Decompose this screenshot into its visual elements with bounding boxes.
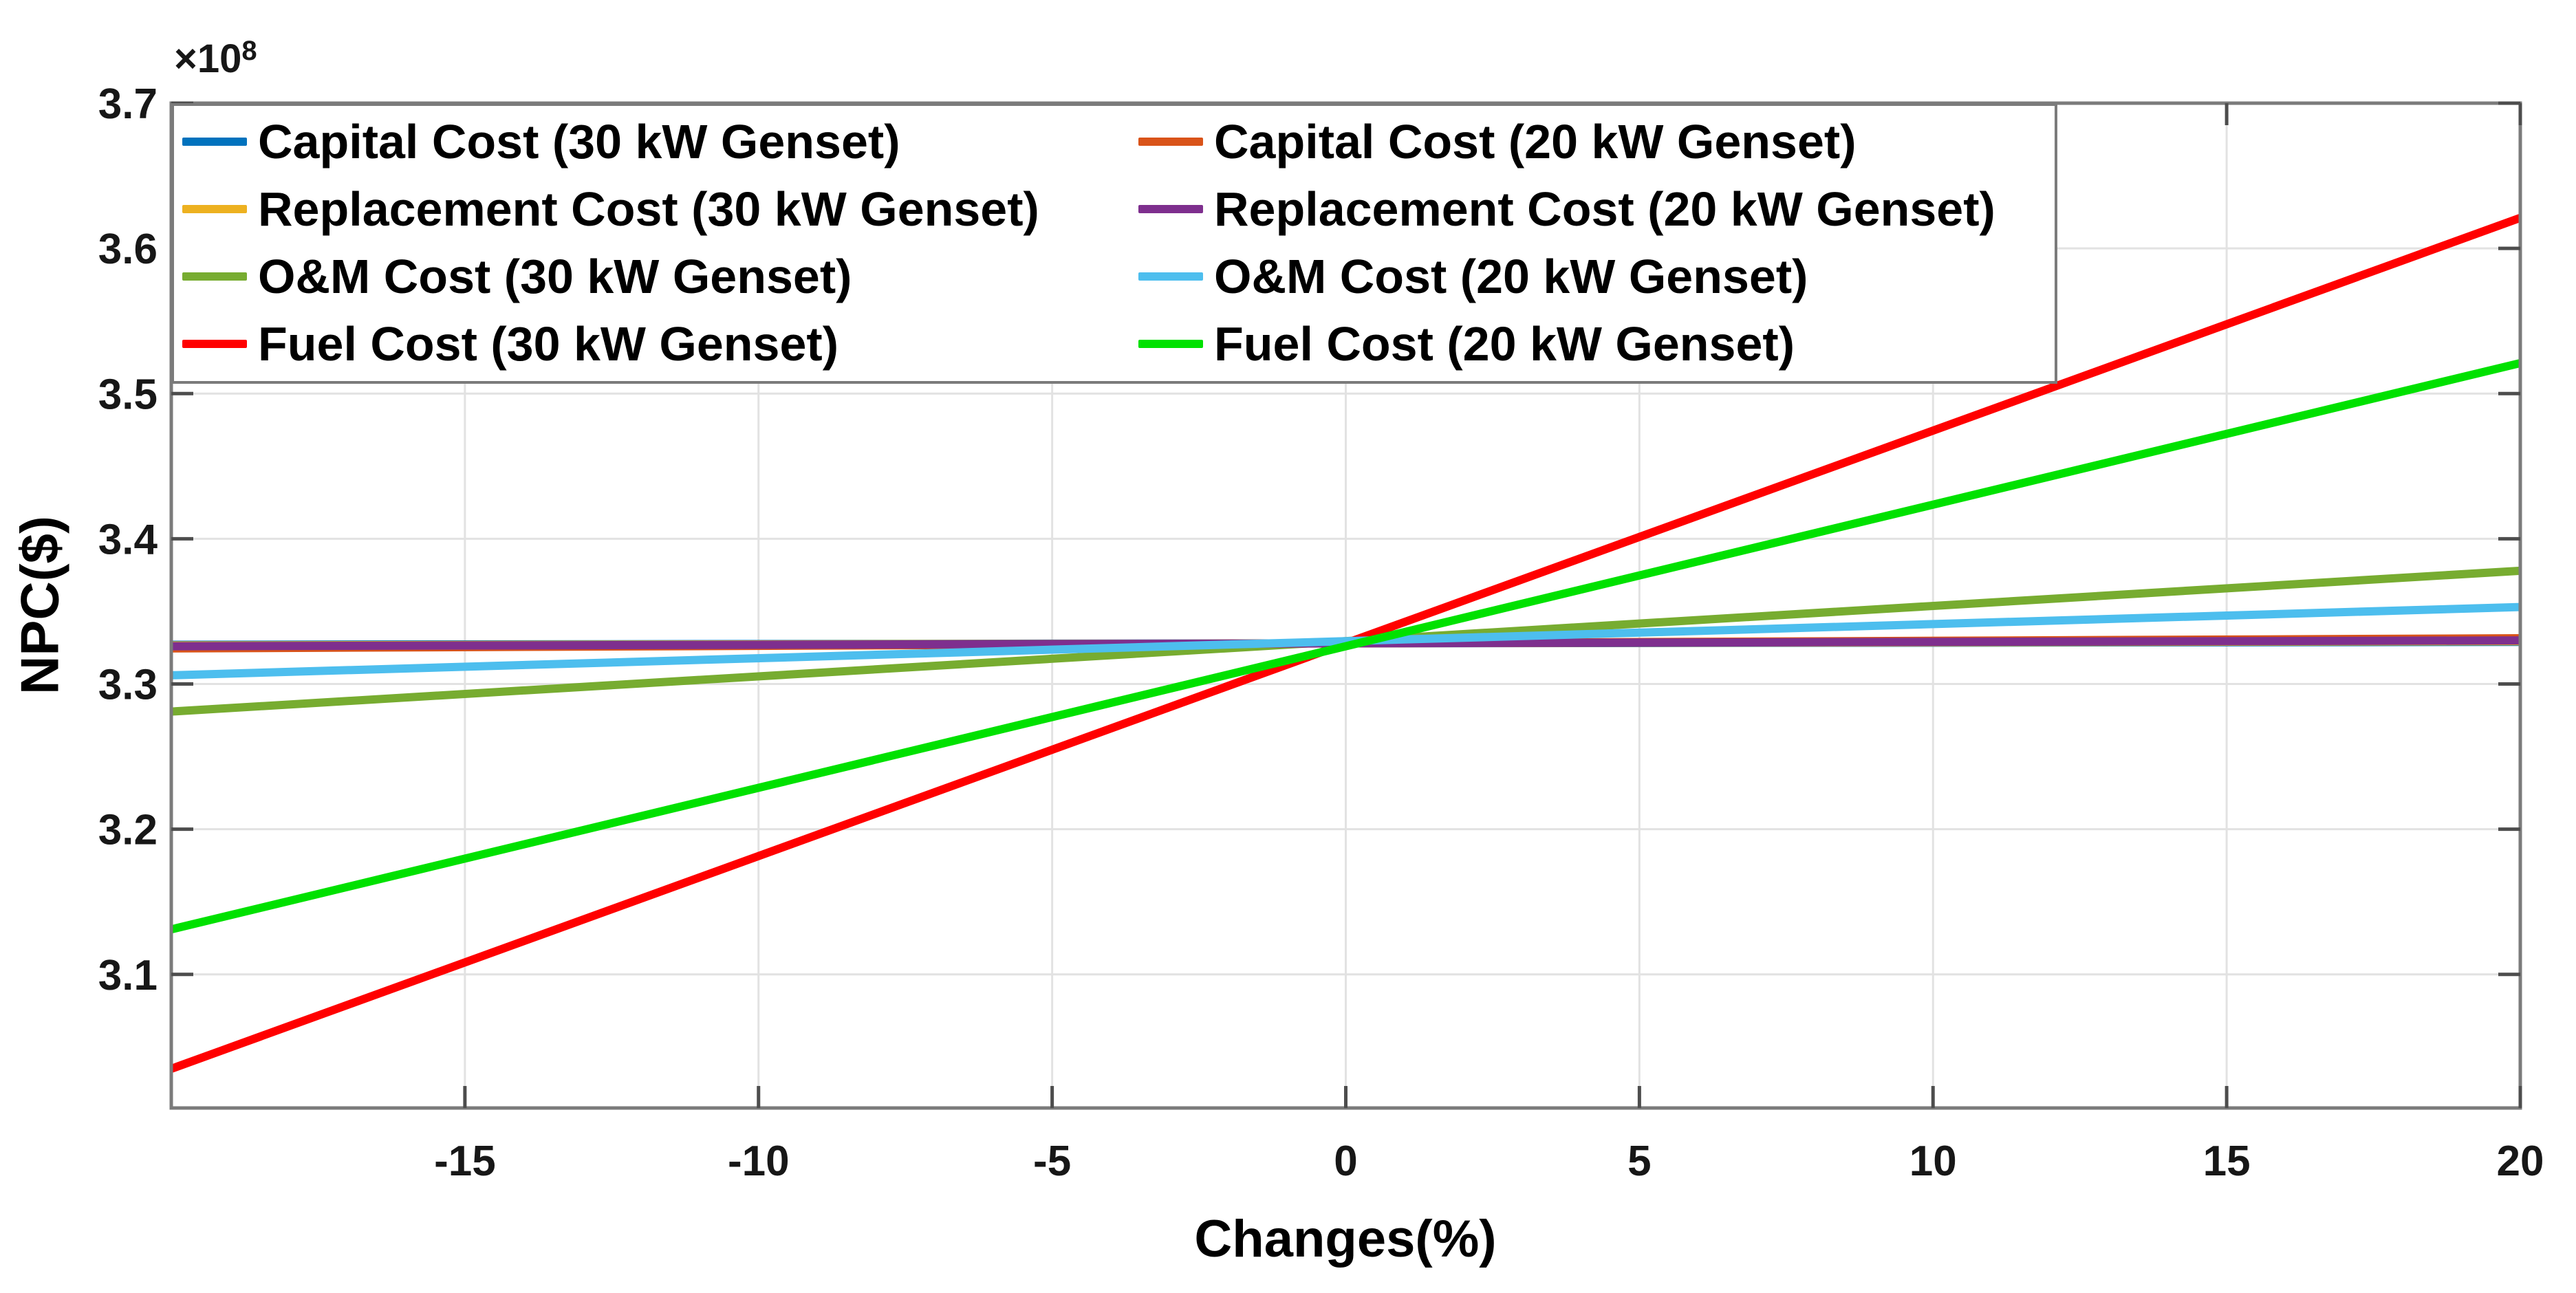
x-tick-label: -15 — [434, 1138, 496, 1185]
legend-swatch-fuel-cost-20-kw-genset — [1138, 340, 1203, 348]
x-tick-label: 15 — [2203, 1138, 2251, 1185]
series-line-o-m-cost-20-kw-genset — [171, 602, 2521, 680]
legend-swatch-fuel-cost-30-kw-genset — [182, 340, 247, 348]
x-tick-label: 0 — [1334, 1138, 1357, 1185]
y-tick-label: 3.3 — [98, 662, 158, 709]
legend-box: Capital Cost (30 kW Genset) Replacement C… — [171, 103, 2057, 384]
y-tick-label: 3.4 — [98, 516, 158, 563]
legend-item-o-m-cost-30-kw-genset: O&M Cost (30 kW Genset) — [182, 252, 1138, 301]
legend-swatch-capital-cost-20-kw-genset — [1138, 138, 1203, 146]
legend-item-capital-cost-30-kw-genset: Capital Cost (30 kW Genset) — [182, 118, 1138, 166]
x-tick-label: 5 — [1627, 1138, 1651, 1185]
legend-swatch-replacement-cost-20-kw-genset — [1138, 205, 1203, 213]
y-axis-title: NPC($) — [9, 515, 70, 695]
legend-item-fuel-cost-30-kw-genset: Fuel Cost (30 kW Genset) — [182, 320, 1138, 368]
x-tick-label: -5 — [1033, 1138, 1071, 1185]
legend-swatch-capital-cost-30-kw-genset — [182, 138, 247, 146]
y-tick-label: 3.5 — [98, 371, 158, 418]
legend-label: O&M Cost (30 kW Genset) — [258, 250, 852, 303]
legend-item-o-m-cost-20-kw-genset: O&M Cost (20 kW Genset) — [1138, 252, 2055, 301]
legend-label: O&M Cost (20 kW Genset) — [1214, 250, 1808, 303]
y-axis-multiplier: ×108 — [174, 36, 257, 82]
x-tick-label: -10 — [728, 1138, 790, 1185]
x-axis-title: Changes(%) — [1194, 1210, 1497, 1268]
y-axis-multiplier-base: ×10 — [174, 36, 242, 81]
y-tick-label: 3.7 — [98, 80, 158, 128]
x-tick-label: 20 — [2497, 1138, 2544, 1185]
y-axis-multiplier-exponent: 8 — [241, 36, 257, 66]
legend-item-replacement-cost-20-kw-genset: Replacement Cost (20 kW Genset) — [1138, 185, 2055, 233]
y-tick-label: 3.2 — [98, 807, 158, 854]
legend-label: Capital Cost (20 kW Genset) — [1214, 115, 1857, 169]
legend-label: Fuel Cost (20 kW Genset) — [1214, 317, 1795, 371]
x-tick-label: 10 — [1909, 1138, 1957, 1185]
series-line-fuel-cost-20-kw-genset — [170, 359, 2522, 934]
y-tick-label: 3.6 — [98, 226, 158, 273]
legend-label: Replacement Cost (20 kW Genset) — [1214, 182, 1995, 236]
legend-swatch-o-m-cost-20-kw-genset — [1138, 272, 1203, 281]
legend-swatch-o-m-cost-30-kw-genset — [182, 272, 247, 281]
legend-item-replacement-cost-30-kw-genset: Replacement Cost (30 kW Genset) — [182, 185, 1138, 233]
legend-label: Fuel Cost (30 kW Genset) — [258, 317, 839, 371]
y-tick-label: 3.1 — [98, 952, 158, 999]
legend-label: Replacement Cost (30 kW Genset) — [258, 182, 1039, 236]
legend-swatch-replacement-cost-30-kw-genset — [182, 205, 247, 213]
legend-item-fuel-cost-20-kw-genset: Fuel Cost (20 kW Genset) — [1138, 320, 2055, 368]
legend-item-capital-cost-20-kw-genset: Capital Cost (20 kW Genset) — [1138, 118, 2055, 166]
legend-label: Capital Cost (30 kW Genset) — [258, 115, 900, 169]
